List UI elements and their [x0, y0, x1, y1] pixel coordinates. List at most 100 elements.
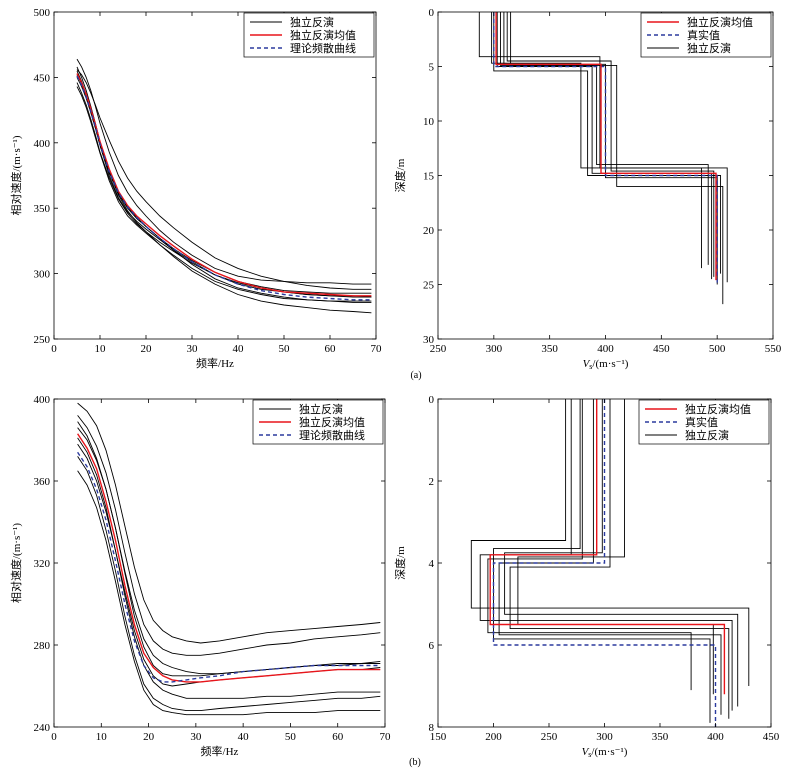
y-tick-label: 8: [429, 722, 435, 734]
x-tick-label: 40: [238, 731, 250, 743]
series-line-single: [470, 399, 750, 686]
series-line-single: [76, 58, 372, 285]
x-tick-label: 40: [233, 343, 245, 355]
y-tick-label: 0: [429, 7, 435, 19]
x-tick-label: 300: [486, 343, 503, 355]
y-tick-label: 400: [34, 138, 51, 150]
x-tick-label: 550: [765, 343, 782, 355]
series-line-single: [76, 69, 372, 290]
series-line-single: [76, 82, 372, 298]
y-tick-label: 250: [34, 334, 51, 346]
series-line-theory: [492, 399, 717, 727]
y-tick-label: 15: [423, 171, 435, 183]
series-group: [77, 402, 381, 716]
legend-label: 独立反演: [290, 15, 334, 29]
x-tick-label: 450: [763, 731, 780, 743]
series-line-single: [77, 427, 381, 677]
x-tick-label: 20: [143, 731, 155, 743]
series-line-single: [77, 437, 381, 699]
x-tick-label: 350: [652, 731, 669, 743]
legend-label: 理论频散曲线: [290, 41, 356, 55]
series-line-theory: [77, 451, 381, 683]
x-tick-label: 200: [485, 731, 502, 743]
series-line-single: [76, 77, 372, 294]
x-tick-label: 60: [325, 343, 337, 355]
series-line-single: [77, 470, 381, 716]
y-tick-label: 20: [423, 225, 435, 237]
series-line-single: [76, 74, 372, 303]
series-group: [478, 12, 728, 305]
y-axis-title: 相对速度/(m·s⁻¹): [9, 135, 23, 215]
series-line-single: [509, 399, 730, 719]
series-line-single: [504, 399, 739, 707]
plot-frame: [53, 11, 377, 340]
y-tick-label: 350: [34, 203, 51, 215]
x-tick-label: 300: [596, 731, 613, 743]
y-tick-label: 500: [34, 7, 51, 19]
series-line-single: [77, 421, 381, 675]
x-tick-label: 30: [190, 731, 202, 743]
series-line-theory: [493, 12, 718, 285]
series-line-single: [506, 12, 715, 277]
x-tick-label: 10: [96, 731, 108, 743]
series-line-single: [76, 70, 372, 298]
y-tick-label: 450: [34, 72, 51, 84]
x-tick-label: 30: [187, 343, 199, 355]
series-group: [470, 399, 750, 727]
y-axis-title: 相对速度/(m·s⁻¹): [9, 523, 23, 603]
y-tick-label: 5: [429, 62, 435, 74]
x-tick-label: 0: [51, 731, 57, 743]
legend-label: 独立反演: [687, 41, 731, 55]
series-line-theory: [76, 75, 372, 301]
series-line-single: [517, 399, 714, 695]
x-tick-label: 60: [332, 731, 344, 743]
y-tick-label: 4: [429, 558, 435, 570]
x-tick-label: 10: [95, 343, 107, 355]
x-axis-title: Vs/(m·s⁻¹): [583, 358, 629, 371]
legend-label: 独立反演均值: [685, 402, 751, 416]
legend-label: 独立反演均值: [299, 415, 365, 429]
series-line-single: [479, 399, 733, 711]
y-tick-label: 360: [34, 476, 51, 488]
legend-label: 真实值: [687, 28, 720, 42]
y-tick-label: 400: [34, 394, 51, 406]
x-tick-label: 20: [141, 343, 153, 355]
legend-label: 独立反演: [685, 428, 729, 442]
y-tick-label: 0: [429, 394, 435, 406]
series-line-single: [77, 402, 381, 644]
x-axis-title: 频率/Hz: [196, 356, 234, 370]
x-tick-label: 500: [709, 343, 726, 355]
series-line-mean: [495, 12, 717, 281]
legend-label: 真实值: [685, 415, 718, 429]
chart-a-velocity-profile: 250 300 350 400 450 500 550 0 5 10 15 20 25 30 Vs/(m·s…: [393, 7, 782, 371]
y-axis-title: 深度/m: [393, 546, 407, 580]
series-line-single: [76, 86, 372, 314]
plot-frame: [53, 398, 386, 728]
y-axis-title: 深度/m: [393, 158, 407, 192]
y-tick-label: 300: [34, 269, 51, 281]
x-tick-label: 400: [707, 731, 724, 743]
y-tick-label: 280: [34, 640, 51, 652]
series-line-single: [510, 12, 724, 305]
x-tick-label: 250: [430, 343, 447, 355]
series-line-mean: [76, 73, 372, 297]
panel-label-b: (b): [409, 757, 421, 768]
x-tick-label: 350: [541, 343, 558, 355]
y-tick-label: 2: [429, 476, 435, 488]
legend-label: 独立反演均值: [687, 15, 753, 29]
legend-label: 独立反演: [299, 402, 343, 416]
chart-b-dispersion: 0 10 20 30 40 50 60 70 240 280 320 360 400 频率/Hz 相对速度/…: [9, 394, 391, 758]
x-axis-title: 频率/Hz: [201, 744, 239, 758]
y-tick-label: 30: [423, 334, 435, 346]
series-line-single: [77, 415, 381, 656]
x-tick-label: 0: [51, 343, 57, 355]
series-line-single: [491, 12, 702, 269]
y-tick-label: 320: [34, 558, 51, 570]
x-tick-label: 400: [597, 343, 614, 355]
y-tick-label: 10: [423, 116, 435, 128]
